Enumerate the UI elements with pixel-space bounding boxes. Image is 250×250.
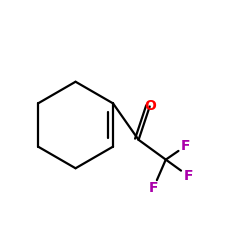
Text: F: F (149, 181, 158, 195)
Text: O: O (144, 100, 156, 114)
Text: F: F (183, 169, 193, 183)
Text: F: F (181, 139, 190, 153)
